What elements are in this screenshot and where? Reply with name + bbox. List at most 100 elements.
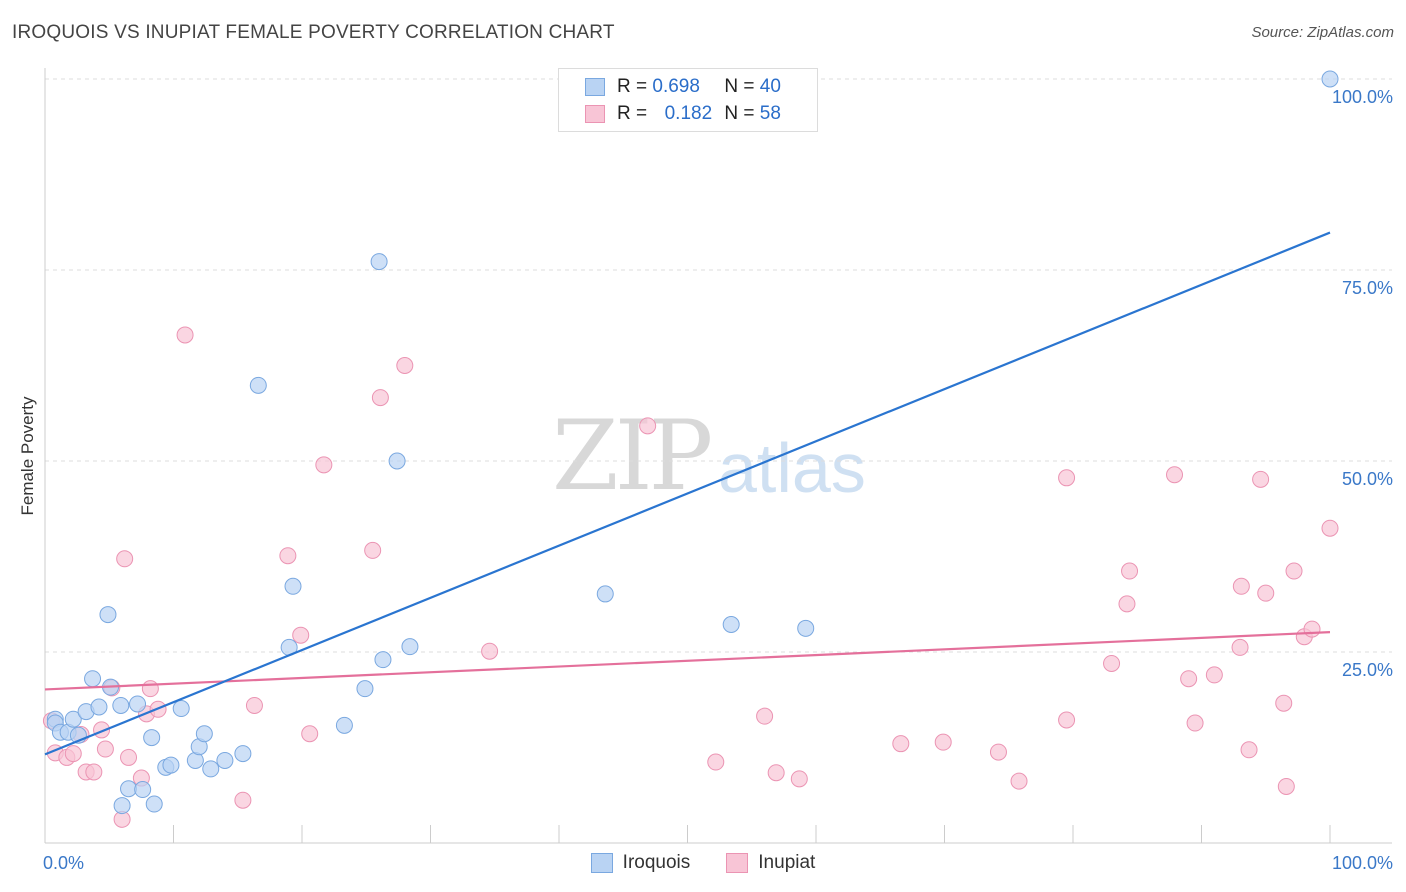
- legend-n-value: 40: [759, 76, 781, 97]
- series-legend-inupiat: Inupiat: [726, 852, 815, 874]
- data-point-inupiat: [1180, 670, 1198, 688]
- data-point-iroquois: [401, 638, 419, 656]
- series-swatch-iroquois: [590, 853, 613, 873]
- y-tick-label: 100.0%: [1332, 87, 1393, 107]
- trend-line-inupiat: [44, 631, 1331, 691]
- data-point-iroquois: [64, 710, 82, 728]
- series-label-inupiat: Inupiat: [758, 852, 816, 873]
- data-point-inupiat: [364, 541, 382, 559]
- data-point-inupiat: [892, 735, 910, 753]
- data-point-inupiat: [756, 707, 774, 725]
- data-point-inupiat: [315, 456, 333, 474]
- data-point-iroquois: [249, 376, 267, 394]
- legend-n-label: N =: [724, 76, 755, 97]
- data-point-inupiat: [1010, 772, 1028, 790]
- data-point-inupiat: [1240, 741, 1258, 759]
- x-tick-label: 0.0%: [43, 853, 84, 873]
- data-point-inupiat: [176, 326, 194, 344]
- series-legend-iroquois: Iroquois: [590, 852, 691, 874]
- data-point-inupiat: [934, 733, 952, 751]
- data-point-inupiat: [396, 357, 414, 374]
- data-point-inupiat: [96, 740, 114, 758]
- data-point-inupiat: [292, 626, 310, 644]
- data-point-inupiat: [707, 753, 725, 771]
- correlation-legend: R = 0.698 N = 40 R = 0.182 N = 58: [558, 68, 818, 132]
- data-point-inupiat: [481, 642, 499, 660]
- data-point-inupiat: [1231, 638, 1249, 656]
- data-point-iroquois: [335, 716, 353, 734]
- y-tick-label: 25.0%: [1342, 660, 1393, 680]
- data-point-inupiat: [1277, 777, 1295, 795]
- legend-swatch-inupiat: [585, 105, 605, 123]
- data-point-inupiat: [1118, 595, 1136, 613]
- legend-row-iroquois: R = 0.698 N = 40: [585, 75, 781, 99]
- data-point-inupiat: [1303, 620, 1321, 638]
- data-point-iroquois: [129, 695, 147, 713]
- data-point-inupiat: [1058, 711, 1076, 729]
- data-point-inupiat: [371, 389, 389, 407]
- data-point-inupiat: [1205, 666, 1223, 684]
- data-point-inupiat: [1257, 584, 1275, 602]
- data-point-inupiat: [1275, 694, 1293, 712]
- data-point-iroquois: [162, 756, 180, 774]
- data-point-inupiat: [85, 763, 103, 781]
- series-legend: Iroquois Inupiat: [0, 852, 1406, 874]
- data-point-iroquois: [143, 729, 161, 747]
- legend-r-label: R =: [617, 103, 648, 124]
- data-point-iroquois: [84, 670, 102, 688]
- data-point-iroquois: [202, 760, 220, 778]
- data-point-inupiat: [234, 791, 252, 809]
- legend-r-label: R =: [617, 76, 648, 97]
- data-point-inupiat: [301, 725, 319, 743]
- series-label-iroquois: Iroquois: [622, 852, 691, 873]
- legend-row-inupiat: R = 0.182 N = 58: [585, 102, 781, 126]
- data-point-inupiat: [1103, 654, 1121, 672]
- data-point-iroquois: [284, 577, 302, 595]
- data-point-inupiat: [141, 680, 159, 698]
- data-point-inupiat: [1186, 714, 1204, 732]
- y-tick-label: 50.0%: [1342, 469, 1393, 489]
- data-point-inupiat: [1166, 466, 1184, 484]
- data-point-iroquois: [134, 781, 152, 799]
- data-point-iroquois: [596, 585, 614, 603]
- data-point-iroquois: [195, 725, 213, 743]
- data-point-iroquois: [216, 751, 234, 769]
- legend-swatch-iroquois: [585, 78, 605, 96]
- x-tick-label: 100.0%: [1332, 853, 1393, 873]
- legend-n-label: N =: [724, 103, 755, 124]
- data-point-iroquois: [120, 780, 138, 798]
- data-point-inupiat: [1321, 519, 1339, 537]
- source-label: Source: ZipAtlas.com: [1251, 24, 1394, 41]
- trend-line-iroquois: [44, 231, 1331, 756]
- data-point-inupiat: [1232, 577, 1250, 595]
- data-point-inupiat: [767, 764, 785, 782]
- data-point-iroquois: [797, 619, 815, 637]
- data-point-iroquois: [112, 696, 130, 714]
- data-point-iroquois: [1321, 70, 1339, 88]
- y-tick-label: 75.0%: [1342, 278, 1393, 298]
- data-point-iroquois: [145, 795, 163, 813]
- data-point-iroquois: [370, 253, 388, 271]
- data-point-inupiat: [1252, 470, 1270, 488]
- data-point-iroquois: [374, 651, 392, 669]
- data-point-inupiat: [989, 743, 1007, 761]
- data-point-inupiat: [64, 745, 82, 763]
- series-swatch-inupiat: [726, 853, 749, 873]
- data-point-inupiat: [120, 748, 138, 766]
- data-point-inupiat: [639, 417, 657, 435]
- data-point-inupiat: [245, 696, 263, 714]
- data-point-inupiat: [279, 547, 297, 565]
- data-point-iroquois: [99, 606, 117, 624]
- legend-r-value: 0.182: [664, 103, 713, 124]
- watermark-atlas: atlas: [718, 429, 866, 507]
- data-point-iroquois: [90, 698, 108, 716]
- data-point-iroquois: [722, 615, 740, 633]
- legend-r-value: 0.698: [652, 76, 700, 97]
- data-point-inupiat: [1285, 562, 1303, 580]
- data-point-iroquois: [356, 680, 374, 698]
- data-point-iroquois: [388, 452, 406, 470]
- data-point-iroquois: [172, 700, 190, 718]
- data-point-inupiat: [116, 550, 134, 568]
- legend-n-value: 58: [759, 103, 781, 124]
